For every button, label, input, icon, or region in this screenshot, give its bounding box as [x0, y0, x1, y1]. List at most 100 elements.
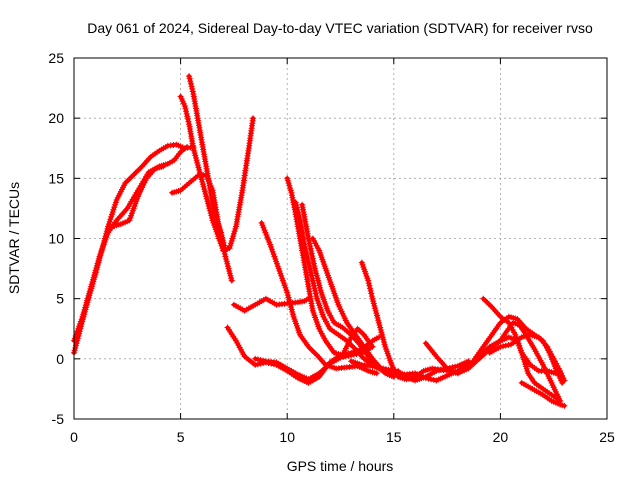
- data-point: [317, 327, 321, 331]
- data-point: [315, 353, 319, 357]
- data-point: [434, 379, 438, 382]
- series-arc-12: [292, 199, 387, 374]
- data-point: [466, 367, 470, 370]
- data-point: [240, 188, 244, 192]
- data-point: [311, 309, 315, 313]
- data-point: [392, 375, 396, 379]
- data-point: [123, 181, 127, 185]
- chart-title: Day 061 of 2024, Sidereal Day-to-day VTE…: [87, 20, 593, 36]
- data-point: [179, 188, 183, 192]
- data-point: [106, 231, 110, 234]
- data-point: [560, 381, 564, 385]
- data-point: [106, 225, 110, 228]
- y-tick-label: 0: [56, 351, 64, 367]
- data-point: [371, 297, 374, 301]
- data-point: [298, 333, 302, 337]
- data-point: [285, 176, 289, 180]
- data-point: [317, 249, 321, 252]
- data-point: [558, 369, 562, 373]
- data-point: [204, 194, 208, 198]
- data-point: [234, 339, 238, 343]
- data-point: [334, 367, 338, 370]
- data-point: [275, 360, 278, 364]
- data-point: [253, 363, 257, 367]
- data-point: [383, 345, 387, 349]
- data-point: [345, 365, 349, 369]
- data-point: [302, 261, 306, 265]
- data-point: [324, 363, 328, 367]
- data-point: [511, 321, 515, 325]
- data-point: [520, 335, 524, 339]
- data-point: [315, 297, 319, 301]
- data-point: [345, 339, 349, 343]
- data-point: [528, 363, 532, 367]
- data-point: [253, 303, 257, 307]
- data-point: [477, 357, 481, 361]
- data-point: [507, 335, 511, 339]
- data-point: [98, 255, 102, 258]
- data-point: [456, 371, 460, 375]
- x-tick-label: 10: [279, 429, 295, 445]
- data-point: [162, 164, 165, 168]
- data-point: [307, 261, 310, 265]
- data-point: [541, 393, 545, 397]
- data-point: [550, 393, 554, 397]
- data-point: [456, 364, 460, 368]
- data-point: [488, 351, 492, 355]
- data-point: [228, 246, 232, 250]
- data-point: [533, 347, 536, 351]
- series-arc-5: [177, 93, 257, 254]
- data-point: [541, 387, 545, 391]
- data-point: [127, 218, 131, 222]
- data-point: [424, 341, 428, 345]
- data-point: [285, 367, 289, 370]
- data-point: [341, 353, 345, 357]
- data-point: [174, 143, 178, 147]
- data-point: [307, 381, 310, 385]
- data-point: [328, 327, 332, 331]
- data-point: [264, 297, 268, 301]
- data-point: [296, 300, 300, 304]
- data-point: [200, 140, 204, 144]
- data-point: [157, 149, 161, 153]
- x-tick-label: 25: [599, 429, 615, 445]
- data-point: [366, 279, 370, 283]
- data-point: [341, 326, 345, 329]
- data-point: [232, 303, 236, 307]
- data-point: [115, 198, 119, 202]
- data-point: [488, 347, 492, 351]
- data-point: [226, 326, 229, 329]
- data-point: [324, 267, 328, 271]
- data-point: [509, 342, 513, 346]
- data-point: [362, 357, 366, 361]
- data-point: [498, 321, 502, 325]
- data-point: [311, 237, 315, 240]
- data-point: [330, 285, 334, 289]
- data-point: [498, 345, 502, 349]
- data-point: [296, 373, 300, 376]
- data-point: [140, 164, 144, 168]
- data-point: [204, 164, 208, 168]
- y-tick-label: 5: [56, 291, 64, 307]
- data-point: [513, 333, 517, 337]
- data-point: [360, 363, 364, 367]
- y-tick-label: 15: [48, 170, 64, 186]
- data-point: [562, 404, 566, 408]
- data-point: [332, 351, 336, 355]
- series-arc-6: [186, 73, 229, 254]
- data-point: [213, 212, 217, 216]
- data-point: [125, 206, 129, 210]
- series-arc-21: [486, 331, 568, 384]
- data-point: [545, 345, 549, 349]
- data-point: [349, 353, 353, 357]
- data-point: [349, 359, 353, 363]
- data-point: [371, 357, 374, 361]
- data-point: [520, 351, 524, 355]
- data-point: [302, 243, 306, 246]
- data-point: [353, 333, 357, 337]
- data-point: [187, 122, 191, 126]
- data-point: [81, 315, 84, 319]
- data-point: [253, 357, 257, 361]
- data-point: [136, 194, 140, 198]
